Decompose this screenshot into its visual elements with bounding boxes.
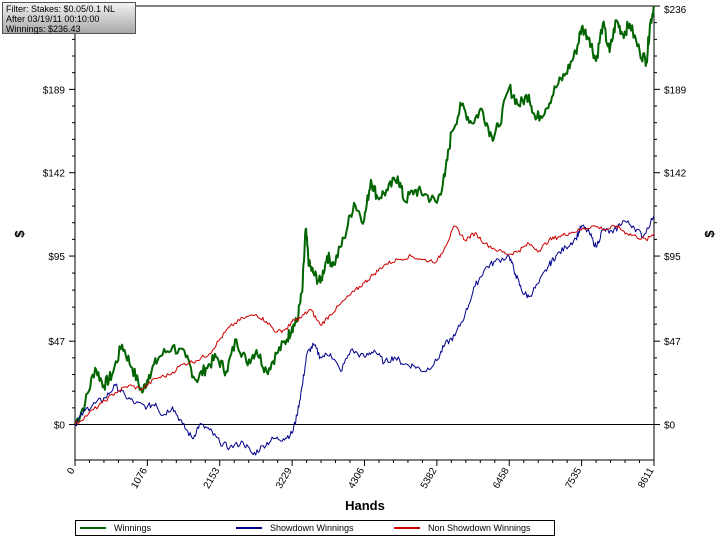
filter-winnings: Winnings: $236.43 <box>6 24 81 34</box>
plot-area <box>74 5 655 461</box>
y-tick-label-right: $47 <box>664 337 681 348</box>
y-tick-label-right: $95 <box>664 252 681 263</box>
legend-label-winnings: Winnings <box>114 523 152 533</box>
y-axis-left: $0 $47 $95 $142 $189 <box>43 5 75 432</box>
x-tick-label: 5382 <box>419 466 440 491</box>
x-tick-label: 8611 <box>636 466 656 491</box>
y-tick-label-left: $0 <box>54 421 66 432</box>
y-tick-label-left: $47 <box>48 337 65 348</box>
series-layer <box>74 5 655 456</box>
y-tick-label-left: $95 <box>48 252 65 263</box>
legend-label-showdown: Showdown Winnings <box>270 523 354 533</box>
legend-swatch-showdown <box>236 527 262 529</box>
legend: Winnings Showdown Winnings Non Showdown … <box>75 520 555 536</box>
filter-date: After 03/19/11 00:10:00 <box>6 14 100 24</box>
x-axis-title: Hands <box>345 498 385 513</box>
y-axis-title-right: $ <box>702 230 717 238</box>
filter-stakes: Filter: Stakes: $0.05/0.1 NL <box>6 4 116 14</box>
y-axis-right: $0 $47 $95 $142 $189 $236 <box>654 5 687 432</box>
x-tick-label: 1076 <box>129 466 150 491</box>
series-line-non-showdown-winnings <box>74 224 655 425</box>
filter-info-box: Filter: Stakes: $0.05/0.1 NL After 03/19… <box>2 2 136 34</box>
series-line-winnings <box>74 5 655 425</box>
x-tick-label: 7535 <box>564 466 585 491</box>
y-tick-label-right: $142 <box>664 169 687 180</box>
y-tick-label-left: $142 <box>43 169 66 180</box>
legend-swatch-winnings <box>80 527 106 529</box>
y-tick-label-left: $189 <box>43 85 66 96</box>
y-tick-label-right: $189 <box>664 85 687 96</box>
y-tick-label-right: $0 <box>664 421 676 432</box>
series-line-showdown-winnings <box>74 215 655 456</box>
x-axis: 0 1076 2153 3229 4306 5382 6458 7535 8611 <box>65 460 657 491</box>
x-tick-label: 3229 <box>274 466 295 491</box>
x-tick-label: 4306 <box>346 466 367 491</box>
legend-swatch-non-showdown <box>394 527 420 529</box>
legend-label-non-showdown: Non Showdown Winnings <box>428 523 531 533</box>
y-tick-label-right: $236 <box>664 5 687 16</box>
x-tick-label: 0 <box>65 466 78 477</box>
x-tick-label: 2153 <box>202 466 223 491</box>
x-tick-label: 6458 <box>491 466 512 491</box>
y-axis-title-left: $ <box>12 230 27 238</box>
